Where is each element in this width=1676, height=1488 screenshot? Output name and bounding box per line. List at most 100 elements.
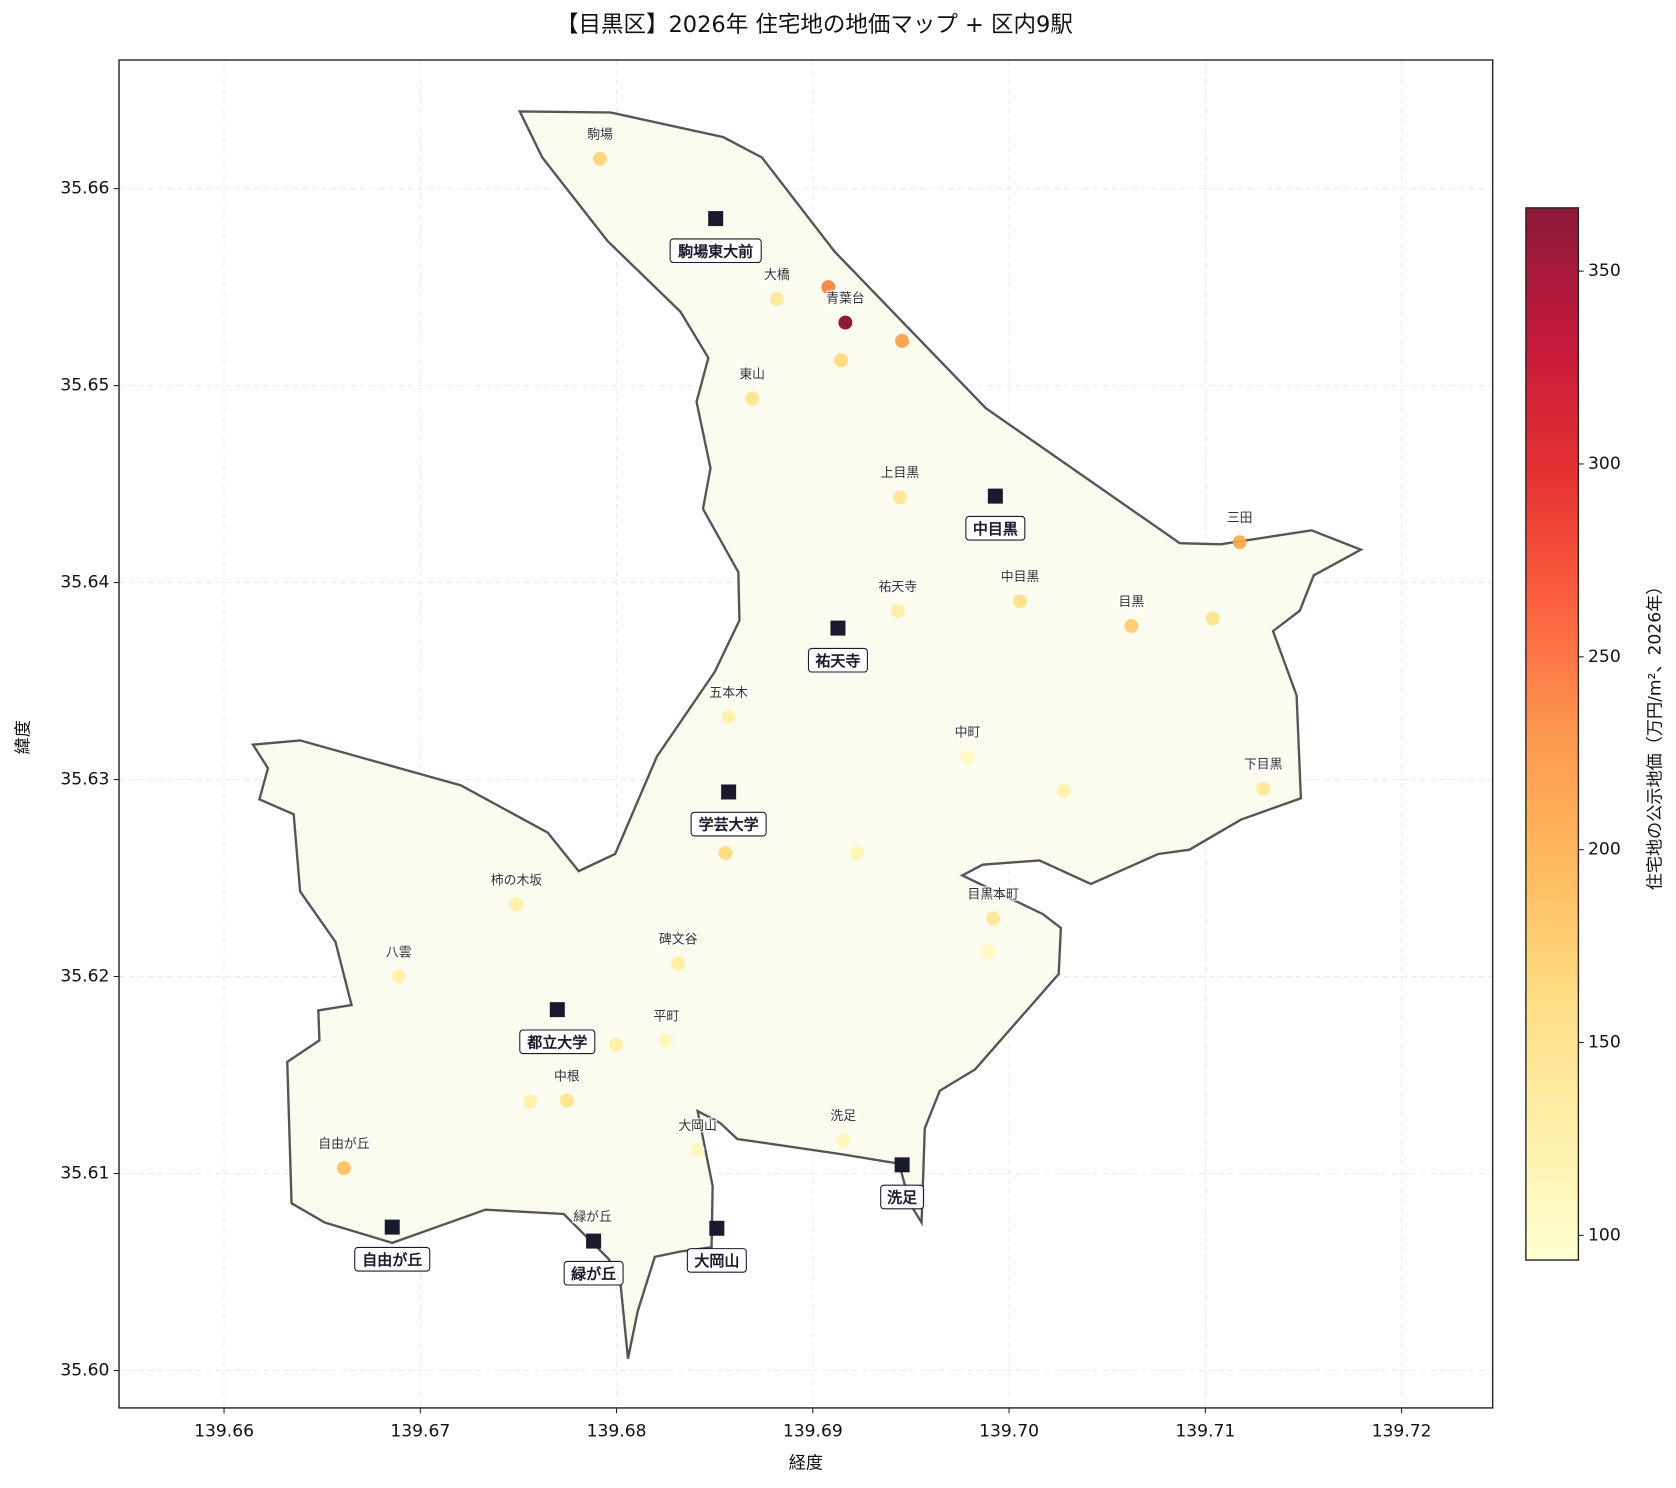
station-marker [987, 488, 1003, 504]
x-axis-label: 経度 [789, 1454, 823, 1474]
x-tick-label: 139.70 [979, 1421, 1039, 1441]
price-point [980, 944, 995, 959]
station-label-box [686, 1248, 747, 1273]
price-point [609, 1037, 624, 1052]
y-tick-label: 35.64 [60, 573, 109, 593]
price-point [1013, 594, 1028, 609]
station-label: 緑が丘 [571, 1265, 616, 1283]
price-point [834, 353, 849, 368]
price-point [1256, 781, 1271, 796]
y-axis-label: 緯度 [14, 720, 34, 754]
price-point [659, 1033, 674, 1048]
station-marker [894, 1157, 910, 1173]
station-label-box [880, 1184, 925, 1210]
price-point [559, 1093, 574, 1108]
plot-frame [118, 59, 1494, 1409]
price-point [721, 709, 736, 724]
colorbar [1525, 207, 1580, 1261]
x-tick-label: 139.72 [1372, 1421, 1432, 1441]
price-point [892, 490, 907, 505]
station-label-box [519, 1029, 596, 1055]
station-marker [708, 211, 724, 227]
station-label-box [965, 515, 1026, 541]
price-point [1232, 535, 1247, 550]
station-label-box [563, 1260, 624, 1286]
point-label: 三田 [1227, 511, 1253, 526]
price-point [523, 1094, 538, 1109]
point-label: 東山 [739, 367, 765, 383]
point-label: 祐天寺 [879, 580, 918, 595]
point-label: 緑が丘 [573, 1210, 612, 1225]
price-point [1124, 618, 1139, 633]
station-marker [586, 1233, 602, 1249]
point-label: 青葉台 [826, 292, 865, 307]
station-label-box [354, 1246, 431, 1272]
colorbar-tick-label: 200 [1588, 840, 1621, 860]
y-tick-label: 35.66 [60, 179, 109, 199]
point-label: 下目黒 [1244, 758, 1283, 773]
station-label: 洗足 [887, 1189, 918, 1207]
y-tick-label: 35.60 [60, 1360, 109, 1380]
station-label: 都立大学 [526, 1033, 587, 1051]
price-point [960, 749, 975, 764]
price-point [821, 280, 836, 295]
point-label: 碑文谷 [659, 931, 698, 947]
station-marker [721, 784, 737, 800]
price-point [336, 1161, 351, 1176]
price-point [718, 846, 733, 861]
point-label: 大橋 [764, 268, 790, 283]
point-label: 中町 [955, 726, 981, 741]
price-point [391, 969, 406, 984]
point-label: 八雲 [386, 945, 412, 960]
colorbar-tick-label: 100 [1588, 1225, 1621, 1245]
station-label: 駒場東大前 [678, 242, 753, 260]
station-marker [709, 1220, 725, 1236]
station-label: 大岡山 [694, 1252, 739, 1270]
y-tick-label: 35.62 [60, 967, 109, 987]
y-tick-label: 35.63 [60, 770, 109, 790]
price-point [986, 911, 1001, 926]
point-label: 目黒 [1119, 595, 1145, 610]
price-point [769, 291, 784, 306]
price-point [1205, 611, 1220, 626]
price-point [671, 956, 686, 971]
colorbar-tick-label: 250 [1588, 647, 1621, 667]
colorbar-tick-label: 350 [1588, 261, 1621, 281]
x-tick-label: 139.66 [194, 1421, 254, 1441]
point-label: 上目黒 [881, 466, 920, 481]
price-point [895, 333, 910, 348]
colorbar-tick-label: 300 [1588, 454, 1621, 474]
y-tick-label: 35.65 [60, 376, 109, 396]
price-point [1056, 784, 1071, 798]
station-label: 自由が丘 [362, 1251, 422, 1269]
point-label: 五本木 [709, 686, 748, 701]
station-label-box [669, 238, 762, 264]
point-label: 平町 [654, 1009, 680, 1024]
price-point [838, 315, 853, 330]
x-tick-label: 139.67 [390, 1421, 450, 1441]
station-label: 学芸大学 [699, 816, 759, 834]
price-point [890, 603, 905, 618]
x-tick-label: 139.68 [587, 1421, 647, 1441]
point-label: 中目黒 [1001, 570, 1040, 585]
point-label: 洗足 [830, 1109, 856, 1124]
station-marker [384, 1219, 400, 1235]
point-label: 中根 [554, 1070, 580, 1085]
price-point [593, 151, 608, 166]
point-label: 駒場 [587, 128, 613, 143]
station-label-box [807, 647, 868, 673]
price-point [850, 846, 865, 861]
chart-title: 【目黒区】2026年 住宅地の地価マップ + 区内9駅 [556, 12, 1073, 38]
station-label: 中目黒 [973, 520, 1018, 538]
point-label: 大岡山 [678, 1119, 717, 1134]
price-point [745, 391, 760, 406]
price-point [509, 897, 524, 912]
station-label: 祐天寺 [815, 652, 860, 670]
station-marker [830, 620, 846, 636]
point-label: 目黒本町 [967, 887, 1019, 902]
price-point [690, 1142, 705, 1157]
y-tick-label: 35.61 [60, 1164, 109, 1184]
price-point [836, 1133, 851, 1148]
